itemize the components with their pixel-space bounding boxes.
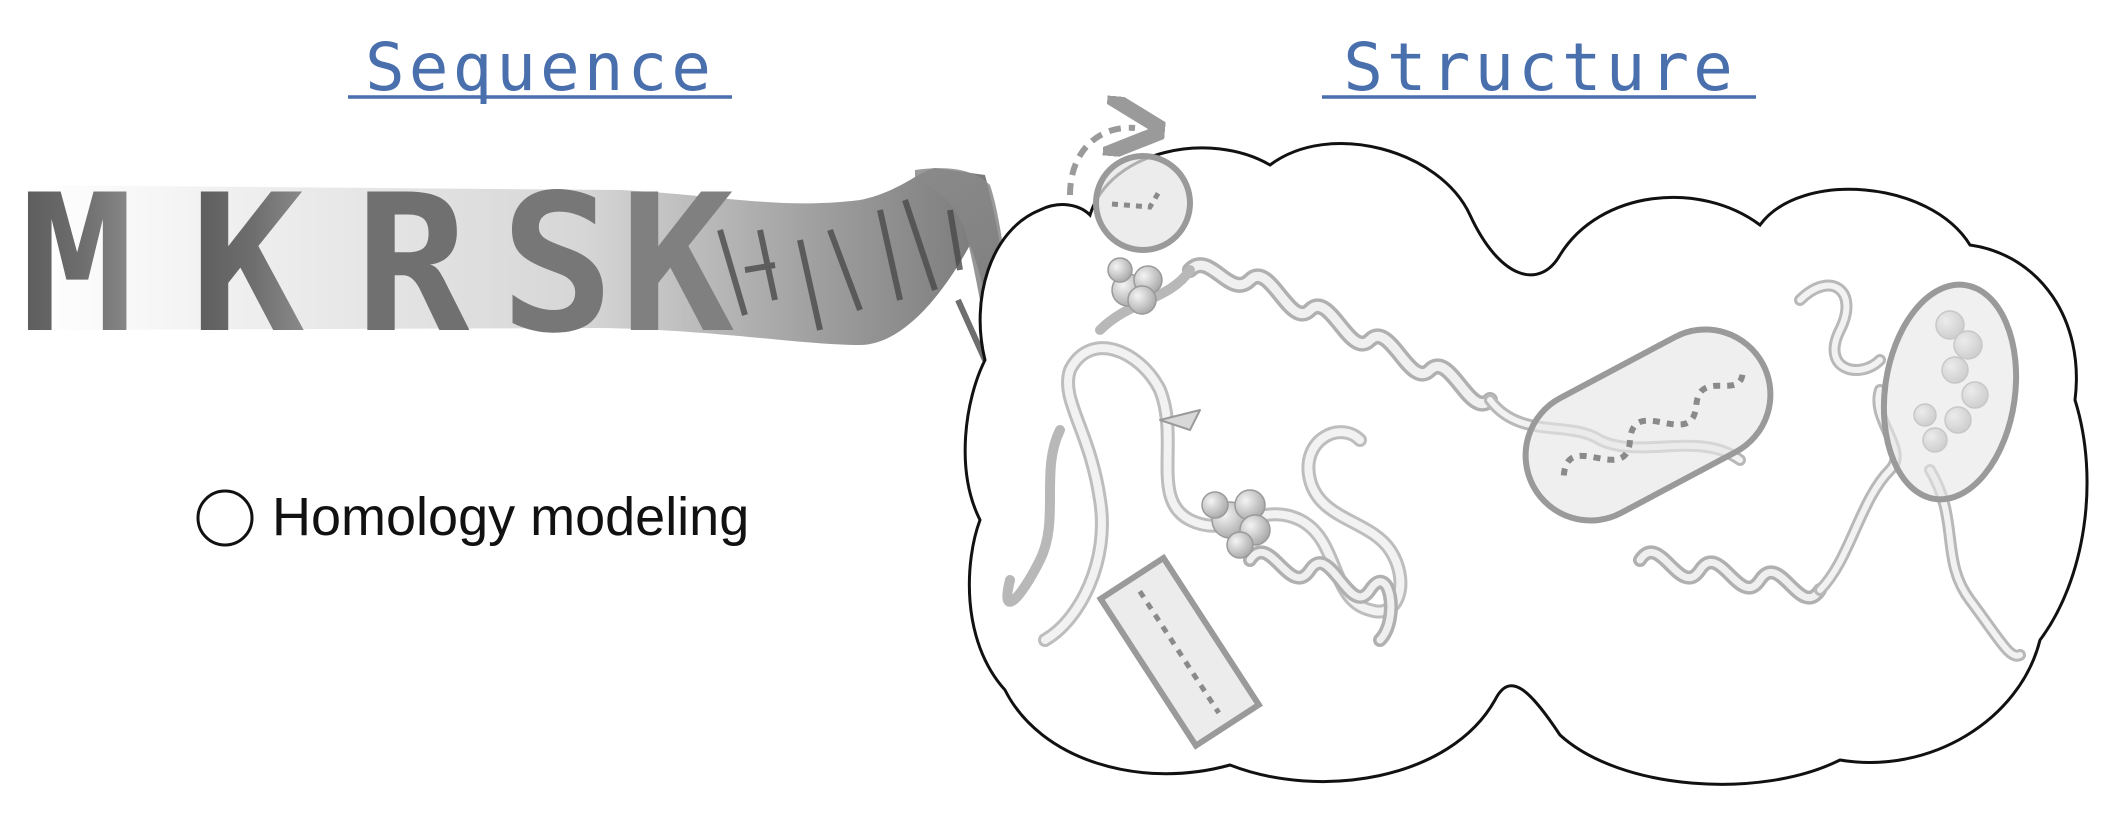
structure-heading: Structure — [1343, 29, 1737, 106]
sequence-letter-1: M — [20, 154, 134, 375]
legend-label: Homology modeling — [272, 487, 749, 547]
sequence-letters: M K R S K — [20, 154, 734, 375]
sequence-heading: Sequence — [365, 29, 715, 106]
ligand-atoms-middle — [1201, 489, 1271, 559]
highlight-capsule-helix — [1522, 326, 1774, 524]
ligand-atoms-top — [1107, 257, 1163, 315]
highlight-strand-arrow — [1096, 553, 1263, 750]
sequence-letter-4: S — [500, 154, 614, 375]
highlight-ellipse-right — [1880, 281, 2020, 503]
sequence-ribbon-band — [20, 168, 1045, 640]
sequence-letter-5: K — [620, 154, 734, 375]
legend-circle-icon — [196, 489, 254, 547]
sequence-letter-2: K — [190, 154, 304, 375]
highlight-circle-top — [1093, 153, 1193, 253]
sequence-letter-3: R — [355, 154, 470, 375]
